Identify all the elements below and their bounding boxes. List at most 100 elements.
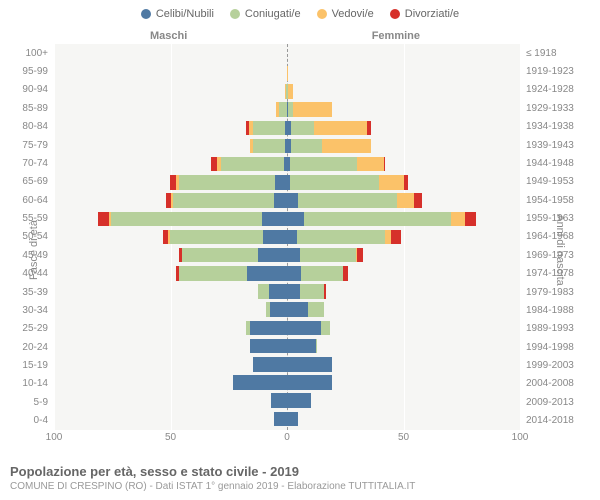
age-label: 15-19 <box>0 356 52 374</box>
male-bar <box>226 393 287 408</box>
bar-segment <box>233 375 287 390</box>
left-axis: 100+95-9990-9485-8980-8475-7970-7465-696… <box>0 44 52 430</box>
year-label: 2004-2008 <box>522 375 600 393</box>
age-row <box>54 192 520 210</box>
age-label: 85-89 <box>0 99 52 117</box>
age-row <box>54 355 520 373</box>
bar-segment <box>379 175 404 190</box>
male-bar <box>77 212 287 227</box>
bar-segment <box>262 212 287 227</box>
year-label: 1989-1993 <box>522 320 600 338</box>
male-half <box>54 64 287 82</box>
rows <box>54 46 520 428</box>
age-row <box>54 337 520 355</box>
bar-segment <box>304 212 451 227</box>
x-axis: 10050050100 <box>54 432 520 448</box>
chart-area <box>54 44 520 430</box>
year-label: 2009-2013 <box>522 393 600 411</box>
female-half <box>287 410 520 428</box>
male-bar <box>266 84 287 99</box>
year-label: ≤ 1918 <box>522 44 600 62</box>
age-row <box>54 392 520 410</box>
bar-segment <box>290 175 379 190</box>
female-half <box>287 355 520 373</box>
female-half <box>287 210 520 228</box>
x-tick: 50 <box>165 432 176 443</box>
male-half <box>54 373 287 391</box>
bar-segment <box>179 266 247 281</box>
female-bar <box>287 357 390 372</box>
year-label: 1949-1953 <box>522 173 600 191</box>
bar-segment <box>287 230 297 245</box>
bar-segment <box>291 139 322 154</box>
age-label: 55-59 <box>0 209 52 227</box>
bar-segment <box>404 175 407 190</box>
age-row <box>54 137 520 155</box>
male-half <box>54 246 287 264</box>
bar-segment <box>384 157 386 172</box>
bar-segment <box>391 230 401 245</box>
bar-segment <box>274 412 287 427</box>
age-row <box>54 246 520 264</box>
year-label: 1984-1988 <box>522 301 600 319</box>
male-half <box>54 355 287 373</box>
male-bar <box>154 157 287 172</box>
female-half <box>287 137 520 155</box>
bar-segment <box>298 193 397 208</box>
female-bar <box>287 393 362 408</box>
bar-segment <box>465 212 475 227</box>
age-row <box>54 64 520 82</box>
bar-segment <box>414 193 421 208</box>
year-label: 1939-1943 <box>522 136 600 154</box>
bar-segment <box>316 339 317 354</box>
legend-swatch <box>141 9 151 19</box>
bar-segment <box>287 375 332 390</box>
bar-segment <box>287 339 316 354</box>
bar-segment <box>221 157 285 172</box>
legend-item: Vedovi/e <box>317 8 374 20</box>
age-label: 35-39 <box>0 283 52 301</box>
chart-subtitle: COMUNE DI CRESPINO (RO) - Dati ISTAT 1° … <box>10 481 590 492</box>
year-label: 1919-1923 <box>522 62 600 80</box>
age-label: 30-34 <box>0 301 52 319</box>
bar-segment <box>275 175 287 190</box>
bar-segment <box>250 321 287 336</box>
male-half <box>54 101 287 119</box>
bar-segment <box>287 393 311 408</box>
bar-segment <box>253 139 286 154</box>
female-bar <box>287 339 371 354</box>
female-bar <box>287 121 427 136</box>
year-label: 1959-1963 <box>522 209 600 227</box>
x-tick: 50 <box>398 432 409 443</box>
male-half <box>54 337 287 355</box>
bar-segment <box>357 248 362 263</box>
bar-segment <box>288 84 293 99</box>
year-label: 1924-1928 <box>522 81 600 99</box>
bar-segment <box>290 157 357 172</box>
bar-segment <box>287 321 321 336</box>
female-bar <box>287 266 406 281</box>
bar-segment <box>271 393 287 408</box>
bar-segment <box>367 121 371 136</box>
female-bar <box>287 48 289 63</box>
right-axis: ≤ 19181919-19231924-19281929-19331934-19… <box>522 44 600 430</box>
bar-segment <box>173 193 274 208</box>
male-half <box>54 155 287 173</box>
female-bar <box>287 230 450 245</box>
bar-segment <box>308 302 325 317</box>
female-half <box>287 46 520 64</box>
year-label: 2014-2018 <box>522 412 600 430</box>
bar-segment <box>321 321 330 336</box>
male-half <box>54 319 287 337</box>
age-label: 90-94 <box>0 81 52 99</box>
year-label: 1954-1958 <box>522 191 600 209</box>
female-half <box>287 228 520 246</box>
bar-segment <box>263 230 287 245</box>
year-label: 1929-1933 <box>522 99 600 117</box>
male-half <box>54 119 287 137</box>
male-bar <box>119 193 287 208</box>
bar-segment <box>287 284 300 299</box>
bar-segment <box>253 121 285 136</box>
age-label: 20-24 <box>0 338 52 356</box>
legend-item: Divorziati/e <box>390 8 459 20</box>
